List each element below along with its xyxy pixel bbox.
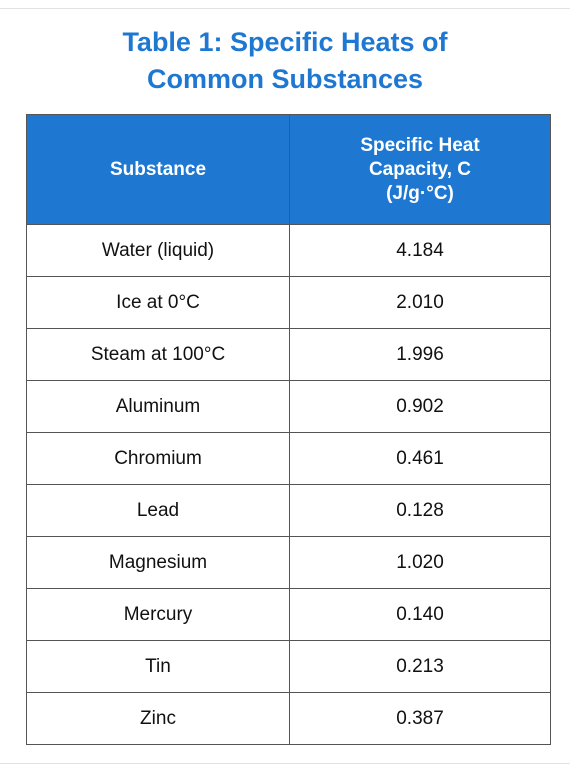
value-cell: 0.128 xyxy=(289,484,551,537)
table-row: Zinc 0.387 xyxy=(26,692,551,745)
substance-cell: Lead xyxy=(26,484,290,537)
table-row: Lead 0.128 xyxy=(26,484,551,537)
table-row: Magnesium 1.020 xyxy=(26,536,551,589)
substance-cell: Aluminum xyxy=(26,380,290,433)
value-cell: 1.996 xyxy=(289,328,551,381)
value-cell: 0.902 xyxy=(289,380,551,433)
header-cell: Substance xyxy=(26,114,290,225)
header-text: Substance xyxy=(109,158,207,180)
value-cell: 0.461 xyxy=(289,432,551,485)
value-cell: 1.020 xyxy=(289,536,551,589)
header-cell: Specific Heat Capacity, C (J/g·°C) xyxy=(289,114,551,225)
frame xyxy=(0,8,570,764)
table-title: Table 1: Specific Heats of Common Substa… xyxy=(122,27,448,94)
table-row: Ice at 0°C 2.010 xyxy=(26,276,551,329)
header-row: Substance Specific Heat Capacity, C (J/g… xyxy=(26,114,551,225)
substance-cell: Zinc xyxy=(26,692,290,745)
table-row: Chromium 0.461 xyxy=(26,432,551,485)
table-row: Water (liquid) 4.184 xyxy=(26,224,551,277)
data-table: Substance Specific Heat Capacity, C (J/g… xyxy=(26,114,551,745)
value-cell: 0.140 xyxy=(289,588,551,641)
substance-cell: Ice at 0°C xyxy=(26,276,290,329)
substance-cell: Mercury xyxy=(26,588,290,641)
table-row: Aluminum 0.902 xyxy=(26,380,551,433)
value-cell: 2.010 xyxy=(289,276,551,329)
value-cell: 4.184 xyxy=(289,224,551,277)
substance-cell: Chromium xyxy=(26,432,290,485)
value-cell: 0.387 xyxy=(289,692,551,745)
substance-cell: Tin xyxy=(26,640,290,693)
substance-cell: Water (liquid) xyxy=(26,224,290,277)
value-cell: 0.213 xyxy=(289,640,551,693)
table-body: Water (liquid) 4.184 Ice at 0°C 2.010 Steam … xyxy=(26,224,551,745)
substance-cell: Steam at 100°C xyxy=(26,328,290,381)
table-row: Mercury 0.140 xyxy=(26,588,551,641)
table-row: Steam at 100°C 1.996 xyxy=(26,328,551,381)
header-text: Specific Heat Capacity, C (J/g·°C) xyxy=(360,134,480,204)
table-row: Tin 0.213 xyxy=(26,640,551,693)
substance-cell: Magnesium xyxy=(26,536,290,589)
